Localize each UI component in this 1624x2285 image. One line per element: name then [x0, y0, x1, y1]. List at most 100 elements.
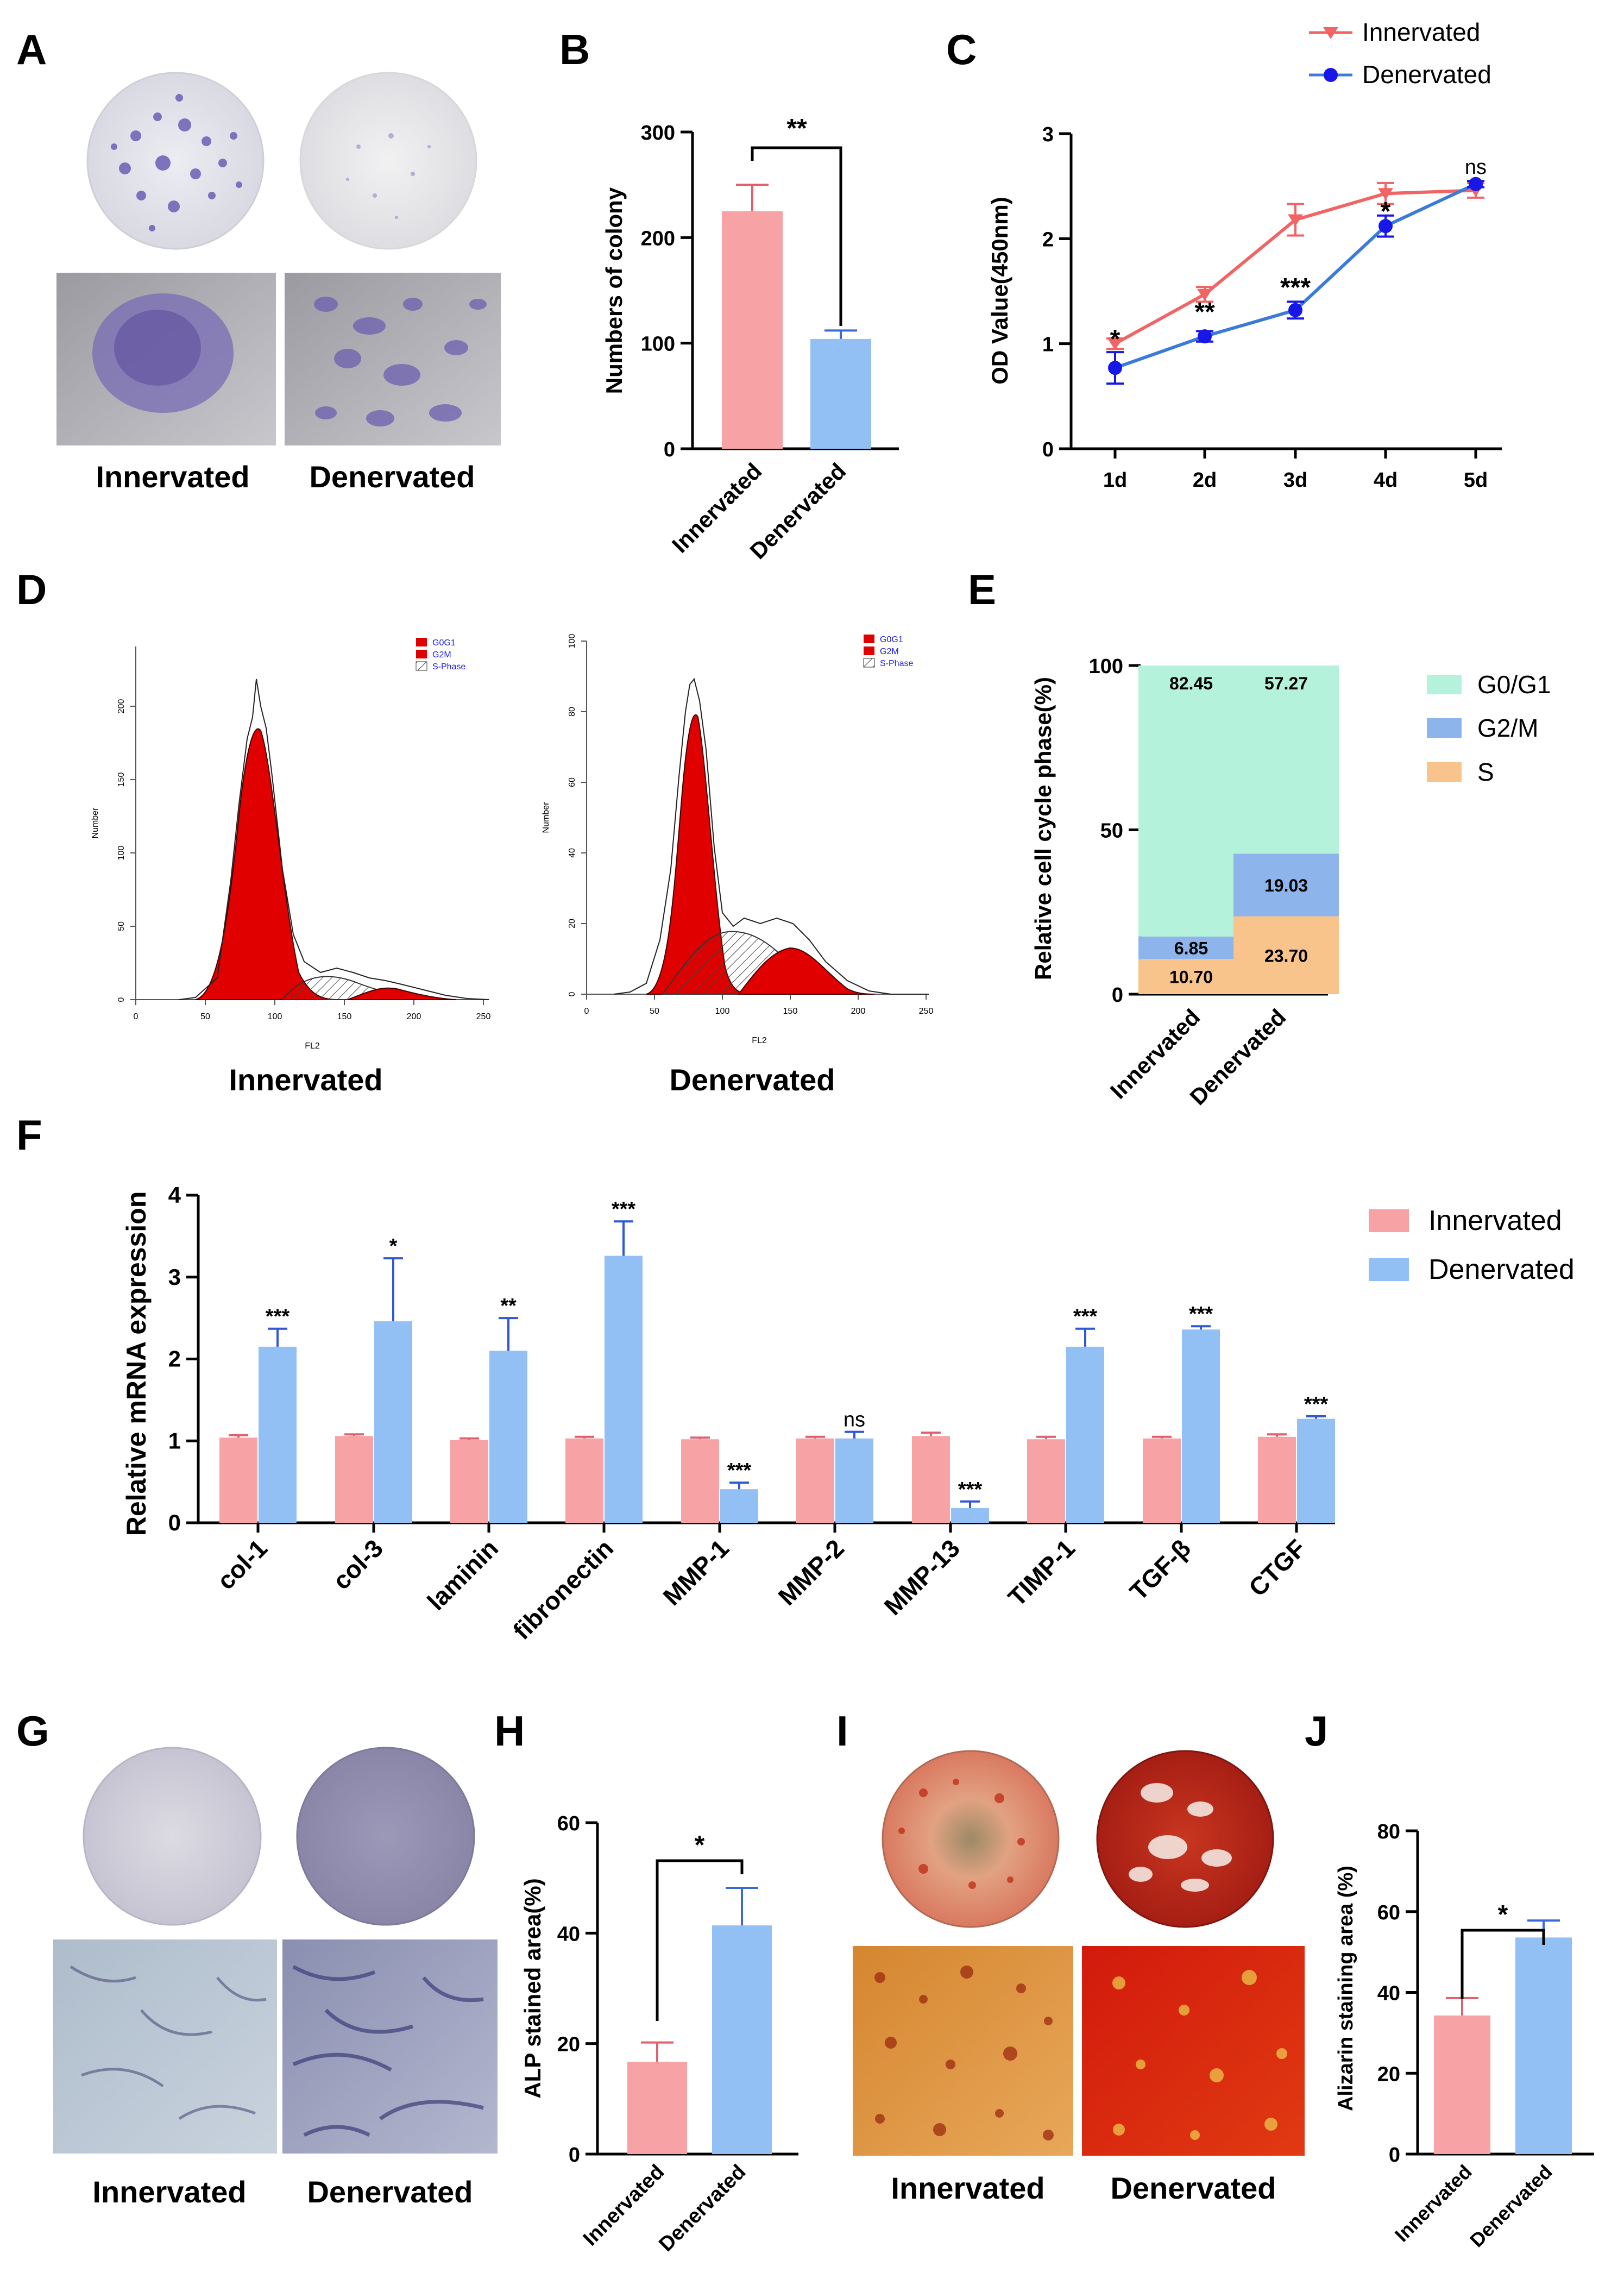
- f-sig-label: ***: [1073, 1305, 1098, 1328]
- c-series: *******ns: [1106, 156, 1487, 385]
- e-legend-g0g1: G0/G1: [1477, 670, 1551, 699]
- e-value-label: 23.70: [1264, 946, 1308, 965]
- j-bars-tick-label: 60: [1377, 1901, 1400, 1924]
- b-y-ticks: 0 100 200 300: [641, 122, 693, 461]
- f-bar-denervated: [720, 1489, 758, 1523]
- f-x-tick-label: laminin: [421, 1534, 503, 1616]
- colony-dish-denervated: [299, 72, 477, 250]
- caption-a-innervated: Innervated: [96, 460, 249, 494]
- f-bar-denervated: [605, 1256, 643, 1523]
- f-bars: ************ns****** ******: [219, 1198, 1335, 1523]
- d-x-tick-label: 150: [783, 1007, 798, 1016]
- d-right-legend: G0G1 G2M S-Phase: [863, 635, 913, 668]
- c-x-tick-label: 5d: [1464, 469, 1488, 492]
- c-point-denervated: [1469, 177, 1483, 191]
- f-sig-label: ***: [958, 1478, 983, 1501]
- f-bar-innervated: [219, 1437, 257, 1523]
- f-legend-swatch-denervated: [1369, 1258, 1409, 1281]
- f-legend-swatch-innervated: [1369, 1209, 1409, 1232]
- alp-dish-innervated: [83, 1747, 262, 1926]
- f-bar-denervated: [1297, 1418, 1335, 1523]
- f-tick-label: 3: [168, 1264, 181, 1290]
- f-ylabel: Relative mRNA expression: [121, 1191, 152, 1536]
- caption-i-innervated: Innervated: [891, 2171, 1044, 2205]
- b-sig-bracket: [751, 146, 842, 326]
- f-sig-label: **: [500, 1295, 517, 1317]
- d-left-legend-g0g1: G0G1: [432, 638, 456, 648]
- j-ylabel: Alizarin staining area (%): [1335, 1866, 1357, 2111]
- alp-fibers-innervated: [70, 1965, 267, 2120]
- h-xlabel-innervated: Innervated: [579, 2161, 669, 2251]
- d-left-g0g1-peak: [195, 728, 337, 1000]
- f-tick-label: 4: [168, 1182, 181, 1208]
- c-point-denervated: [1378, 219, 1393, 234]
- e-bars: 10.70 6.85 82.45 23.70 19.03 57.27: [1138, 666, 1339, 994]
- panel-a-images: Innervated Denervated: [56, 72, 501, 494]
- d-left-ticks: 0 50 100 150 200 0 50 100 150 200 250: [117, 699, 490, 1021]
- alizarin-nodules-innervated: [874, 1966, 1054, 2140]
- f-tick-label: 1: [168, 1428, 181, 1453]
- c-point-innervated: [1107, 338, 1123, 350]
- f-x-tick-label: MMP-1: [657, 1534, 734, 1611]
- b-bars-tick-label: 300: [641, 122, 675, 145]
- e-legend-s: S: [1477, 758, 1494, 786]
- caption-g-denervated: Denervated: [307, 2175, 473, 2209]
- h-xlabel-denervated: Denervated: [654, 2161, 750, 2256]
- f-sig-label: ***: [1304, 1393, 1329, 1416]
- e-segment-denervated: [1233, 666, 1339, 854]
- e-tick-label: 50: [1100, 820, 1123, 843]
- b-bars-tick-label: 0: [664, 438, 675, 461]
- f-bar-innervated: [450, 1440, 488, 1523]
- d-y-tick-label: 0: [117, 997, 126, 1002]
- panel-label-g: G: [16, 1707, 49, 1755]
- f-bar-denervated: [259, 1346, 297, 1523]
- alp-fibers-denervated: [292, 1964, 484, 2137]
- d-y-tick-label: 80: [568, 707, 577, 717]
- h-y-ticks: 0 20 40 60: [557, 1812, 597, 2167]
- d-y-tick-label: 200: [117, 699, 126, 714]
- f-bar-innervated: [796, 1438, 834, 1523]
- d-y-tick-label: 40: [568, 848, 577, 858]
- f-sig-label: ***: [266, 1305, 290, 1328]
- bar-denervated: [810, 338, 871, 449]
- f-bar-denervated: [1182, 1329, 1220, 1523]
- e-value-label: 19.03: [1264, 876, 1308, 895]
- f-sig-label: ns: [844, 1409, 865, 1432]
- alp-micrograph-innervated: [53, 1939, 277, 2154]
- d-right-ticks: 0 20 40 60 80 100 0 50 100 150 200 250: [568, 634, 933, 1016]
- j-xlabel-denervated: Denervated: [1465, 2161, 1557, 2252]
- j-bars-tick-label: 0: [1389, 2144, 1400, 2167]
- d-y-tick-label: 150: [117, 773, 126, 787]
- j-bars-tick-label: 20: [1377, 2063, 1400, 2086]
- f-sig-label: ***: [1189, 1303, 1213, 1326]
- d-right-legend-swatch-g2m: [864, 646, 874, 655]
- c-ylabel: OD Value(450nm): [987, 197, 1012, 384]
- c-x-tick-label: 1d: [1103, 469, 1127, 492]
- panel-label-a: A: [16, 26, 47, 73]
- c-legend-marker-innervated: [1323, 27, 1338, 39]
- d-right-xlabel: FL2: [752, 1036, 767, 1045]
- e-ticks: 0 50 100: [1089, 655, 1141, 1007]
- f-bar-denervated: [835, 1438, 873, 1523]
- h-ylabel: ALP stained area(%): [520, 1878, 545, 2098]
- alizarin-dish-denervated: [1096, 1750, 1274, 1928]
- f-tick-label: 2: [168, 1346, 181, 1372]
- h-sig-label: *: [695, 1831, 705, 1860]
- colony-spots-innervated: [111, 94, 242, 231]
- d-x-tick-label: 0: [134, 1012, 139, 1021]
- f-bar-innervated: [565, 1438, 603, 1523]
- b-ylabel: Numbers of colony: [601, 187, 627, 394]
- d-x-tick-label: 50: [200, 1012, 210, 1021]
- d-left-legend-swatch-g2m: [416, 650, 427, 658]
- d-y-tick-label: 100: [568, 634, 577, 649]
- b-bars-tick-label: 100: [641, 333, 675, 356]
- e-value-label: 10.70: [1169, 968, 1213, 987]
- j-bars-tick-label: 40: [1377, 1982, 1400, 2005]
- f-tick-label: 0: [168, 1510, 181, 1535]
- alizarin-dots-innervated: [898, 1779, 1025, 1889]
- panel-e-chart: 0 50 100 Relative cell cycle phase(%) 10.7…: [1030, 655, 1551, 1110]
- c-x-tick-label: 3d: [1283, 469, 1307, 492]
- c-legend-innervated: Innervated: [1362, 18, 1480, 46]
